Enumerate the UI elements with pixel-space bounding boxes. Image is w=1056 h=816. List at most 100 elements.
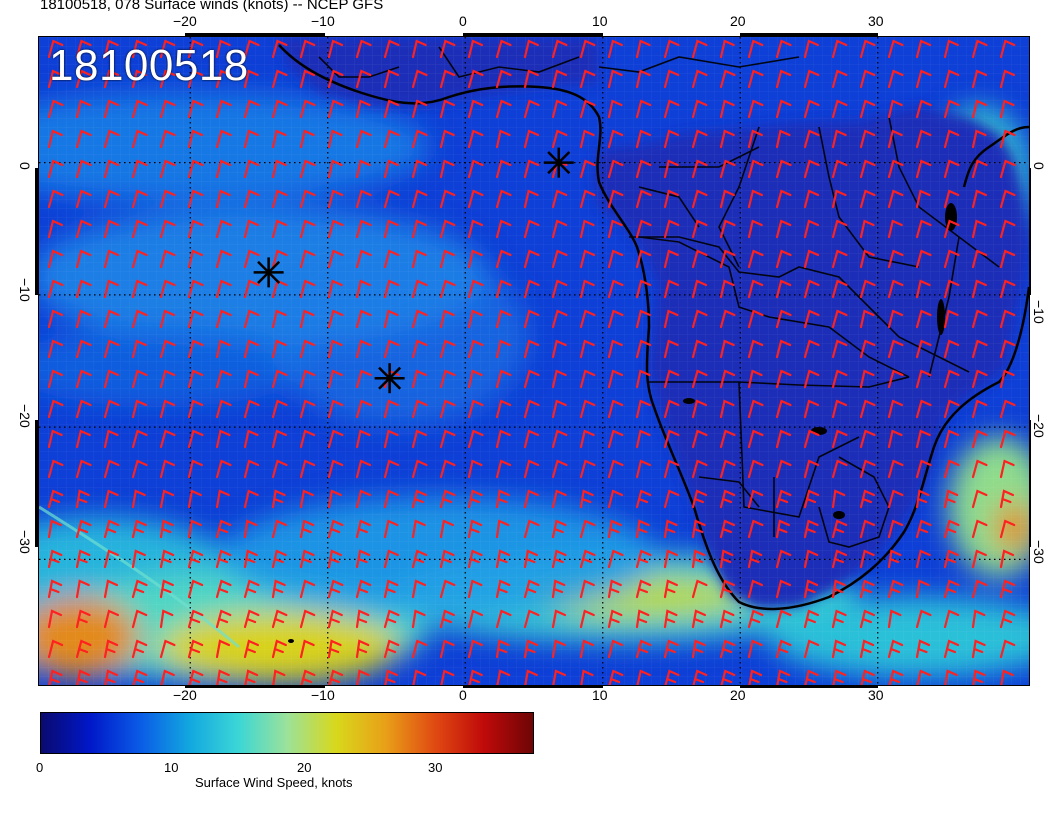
wind-barb bbox=[131, 99, 148, 119]
wind-barb bbox=[691, 639, 706, 659]
wind-barb bbox=[775, 159, 792, 179]
wind-barb bbox=[103, 369, 120, 389]
wind-barb bbox=[76, 669, 91, 685]
wind-barb bbox=[355, 129, 372, 149]
wind-barb bbox=[243, 309, 260, 329]
wind-barb bbox=[663, 579, 678, 599]
wind-barb bbox=[187, 69, 204, 89]
wind-barb bbox=[383, 519, 399, 539]
wind-barb bbox=[299, 39, 316, 59]
wind-barb bbox=[75, 309, 92, 329]
wind-barb bbox=[383, 309, 399, 329]
wind-barb bbox=[439, 429, 456, 449]
wind-barb bbox=[831, 99, 848, 119]
wind-barb bbox=[775, 519, 790, 539]
wind-barb bbox=[859, 609, 875, 629]
wind-barb bbox=[383, 219, 399, 239]
wind-barb bbox=[719, 99, 735, 119]
wind-barb bbox=[439, 489, 456, 509]
lat-tick-right: −30 bbox=[1031, 540, 1047, 564]
wind-barb bbox=[747, 579, 764, 599]
wind-barb bbox=[243, 249, 260, 269]
axis-bar bbox=[185, 33, 325, 37]
wind-barb bbox=[579, 429, 595, 449]
wind-barb bbox=[243, 639, 259, 659]
wind-barb bbox=[635, 279, 652, 299]
wind-barb bbox=[215, 579, 232, 599]
wind-barb bbox=[383, 489, 399, 509]
wind-barb bbox=[495, 399, 512, 419]
wind-barb bbox=[355, 399, 372, 419]
wind-barb bbox=[187, 399, 204, 419]
wind-barb bbox=[803, 609, 820, 629]
wind-barb bbox=[215, 129, 232, 149]
wind-barb bbox=[411, 69, 428, 89]
wind-barb bbox=[411, 519, 426, 539]
wind-barb bbox=[831, 219, 848, 239]
wind-barb bbox=[299, 249, 316, 269]
wind-barb bbox=[523, 129, 540, 149]
wind-barb bbox=[887, 549, 902, 569]
wind-barb bbox=[999, 189, 1016, 209]
wind-barb bbox=[215, 39, 231, 59]
wind-barb bbox=[75, 279, 92, 299]
wind-barb bbox=[691, 489, 708, 509]
wind-barb bbox=[411, 99, 428, 119]
wind-barb bbox=[551, 189, 568, 209]
wind-barb bbox=[551, 339, 567, 359]
wind-barb bbox=[439, 369, 456, 389]
wind-barb bbox=[467, 639, 484, 659]
wind-barb bbox=[775, 639, 792, 659]
wind-barb bbox=[215, 249, 232, 269]
wind-barb bbox=[915, 339, 932, 359]
wind-barb bbox=[915, 249, 932, 269]
wind-barb bbox=[803, 339, 820, 359]
wind-barb bbox=[775, 309, 792, 329]
wind-barb bbox=[439, 459, 456, 479]
wind-barb bbox=[439, 639, 455, 659]
wind-barb bbox=[327, 519, 344, 539]
wind-barb bbox=[271, 219, 288, 239]
wind-barb bbox=[831, 249, 848, 269]
wind-barb bbox=[215, 489, 230, 509]
wind-barb bbox=[495, 39, 512, 59]
wind-barb bbox=[159, 429, 176, 449]
wind-barb bbox=[411, 549, 428, 569]
wind-barb bbox=[607, 549, 624, 569]
wind-barb bbox=[159, 609, 174, 629]
wind-barb bbox=[215, 519, 232, 539]
lon-tick-bottom: −20 bbox=[173, 687, 197, 703]
wind-barb bbox=[271, 549, 287, 569]
wind-barb bbox=[383, 639, 400, 659]
wind-barb bbox=[327, 189, 344, 209]
wind-barb bbox=[495, 309, 512, 329]
wind-barb bbox=[103, 129, 120, 149]
wind-barb bbox=[327, 549, 342, 569]
wind-barb bbox=[215, 339, 231, 359]
wind-barb bbox=[859, 279, 876, 299]
wind-barb bbox=[215, 219, 232, 239]
wind-barb bbox=[635, 39, 651, 59]
lon-tick-top: 10 bbox=[592, 13, 608, 29]
wind-barb bbox=[971, 99, 988, 119]
wind-barb bbox=[523, 399, 540, 419]
wind-barb bbox=[579, 369, 596, 389]
wind-barb bbox=[355, 309, 372, 329]
wind-barb bbox=[999, 459, 1015, 479]
wind-barb bbox=[47, 279, 64, 299]
wind-barb bbox=[131, 279, 148, 299]
wind-barb bbox=[159, 219, 176, 239]
wind-barb bbox=[971, 429, 988, 449]
wind-barb bbox=[411, 129, 428, 149]
wind-barb bbox=[607, 639, 624, 659]
wind-barb bbox=[579, 39, 596, 59]
wind-barb bbox=[131, 459, 148, 479]
wind-barb bbox=[523, 459, 540, 479]
wind-barb bbox=[971, 309, 988, 329]
wind-barb bbox=[355, 489, 372, 509]
wind-barb bbox=[383, 549, 399, 569]
wind-barb bbox=[635, 369, 651, 389]
wind-barb bbox=[607, 99, 623, 119]
axis-bar bbox=[463, 684, 603, 688]
wind-barb bbox=[635, 69, 651, 89]
